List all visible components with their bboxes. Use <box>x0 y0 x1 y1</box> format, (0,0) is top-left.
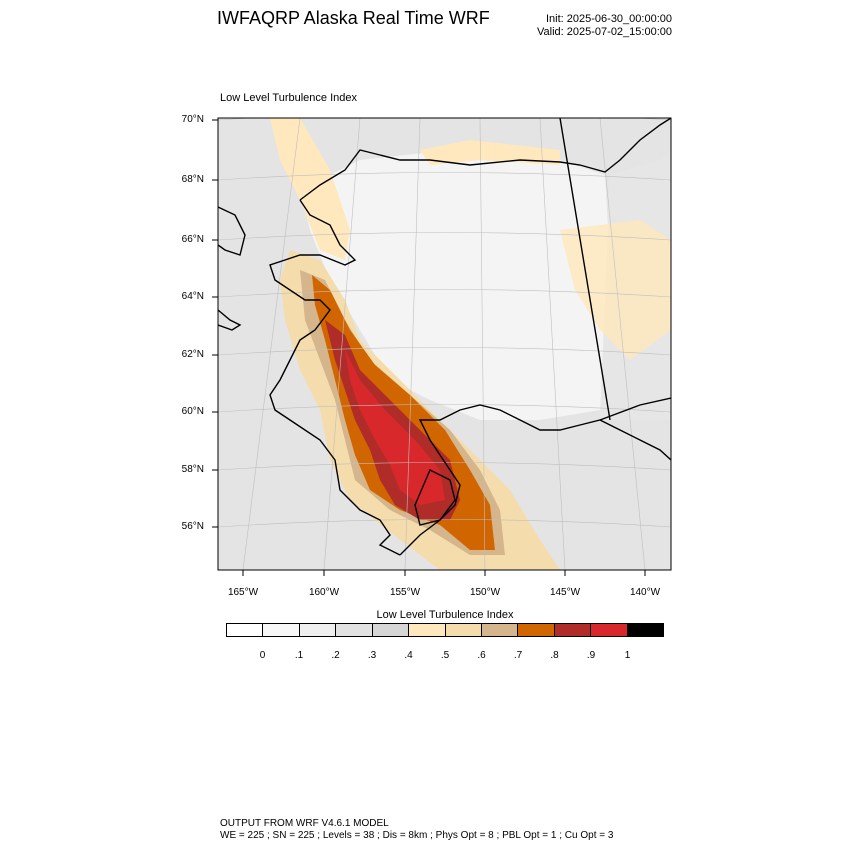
coastline <box>218 118 671 556</box>
init-time: Init: 2025-06-30_00:00:00 <box>546 13 672 25</box>
colorbar-swatch <box>409 624 446 636</box>
model-footer: OUTPUT FROM WRF V4.6.1 MODEL WE = 225 ; … <box>220 818 613 842</box>
colorbar-swatch <box>263 624 300 636</box>
colorbar-swatch <box>481 624 519 636</box>
lat-label: 56°N <box>181 521 204 532</box>
plot-label: Low Level Turbulence Index <box>220 92 357 104</box>
colorbar-tick-label: 0 <box>259 650 266 661</box>
colorbar-tick-label: 1 <box>624 650 631 661</box>
lon-label: 165°W <box>227 587 259 598</box>
lat-label: 60°N <box>181 406 204 417</box>
plot-frame <box>217 117 672 571</box>
colorbar-tick-label: .3 <box>367 650 377 661</box>
colorbar-swatch <box>227 624 264 636</box>
colorbar-tick-label: .1 <box>294 650 304 661</box>
tan-patch-east <box>560 220 671 360</box>
lon-label: 160°W <box>308 587 340 598</box>
colorbar-tick-label: .8 <box>550 650 559 661</box>
lat-label: 66°N <box>181 234 204 245</box>
lat-label: 62°N <box>181 349 204 360</box>
footer-line-2: WE = 225 ; SN = 225 ; Levels = 38 ; Dis … <box>220 830 614 841</box>
colorbar-swatch <box>591 624 628 636</box>
colorbar-tick-label: .2 <box>331 650 340 661</box>
colorbar-tick-label: .9 <box>586 650 596 661</box>
colorbar <box>226 623 664 637</box>
lat-label: 64°N <box>181 291 204 302</box>
lat-label: 58°N <box>181 464 204 475</box>
lon-label: 140°W <box>629 587 661 598</box>
colorbar-swatch <box>372 624 410 636</box>
colorbar-tick-label: .5 <box>440 650 450 661</box>
lat-label: 68°N <box>181 174 204 185</box>
graticule <box>218 118 671 570</box>
colorbar-swatch <box>518 624 555 636</box>
lat-label: 70°N <box>181 114 204 125</box>
colorbar-title: Low Level Turbulence Index <box>376 609 514 621</box>
tan-patch-arctic <box>420 140 560 165</box>
map-field <box>218 118 671 570</box>
footer-line-1: OUTPUT FROM WRF V4.6.1 MODEL <box>220 818 389 829</box>
lon-label: 150°W <box>469 587 501 598</box>
colorbar-tick-label: .4 <box>404 650 413 661</box>
colorbar-swatch <box>627 624 664 636</box>
lon-label: 145°W <box>549 587 581 598</box>
colorbar-swatch <box>554 624 592 636</box>
colorbar-tick-label: .6 <box>477 650 486 661</box>
lon-label: 155°W <box>389 587 421 598</box>
colorbar-swatch <box>336 624 373 636</box>
turbulence-band-red <box>345 350 445 505</box>
valid-time: Valid: 2025-07-02_15:00:00 <box>537 26 672 38</box>
page-title: IWFAQRP Alaska Real Time WRF <box>217 8 490 28</box>
colorbar-swatch <box>445 624 482 636</box>
time-info: Init: 2025-06-30_00:00:00 Valid: 2025-07… <box>537 13 672 39</box>
colorbar-swatch <box>299 624 337 636</box>
axis-ticks <box>212 119 646 576</box>
colorbar-tick-label: .7 <box>513 650 523 661</box>
interior-land-field <box>300 150 610 420</box>
